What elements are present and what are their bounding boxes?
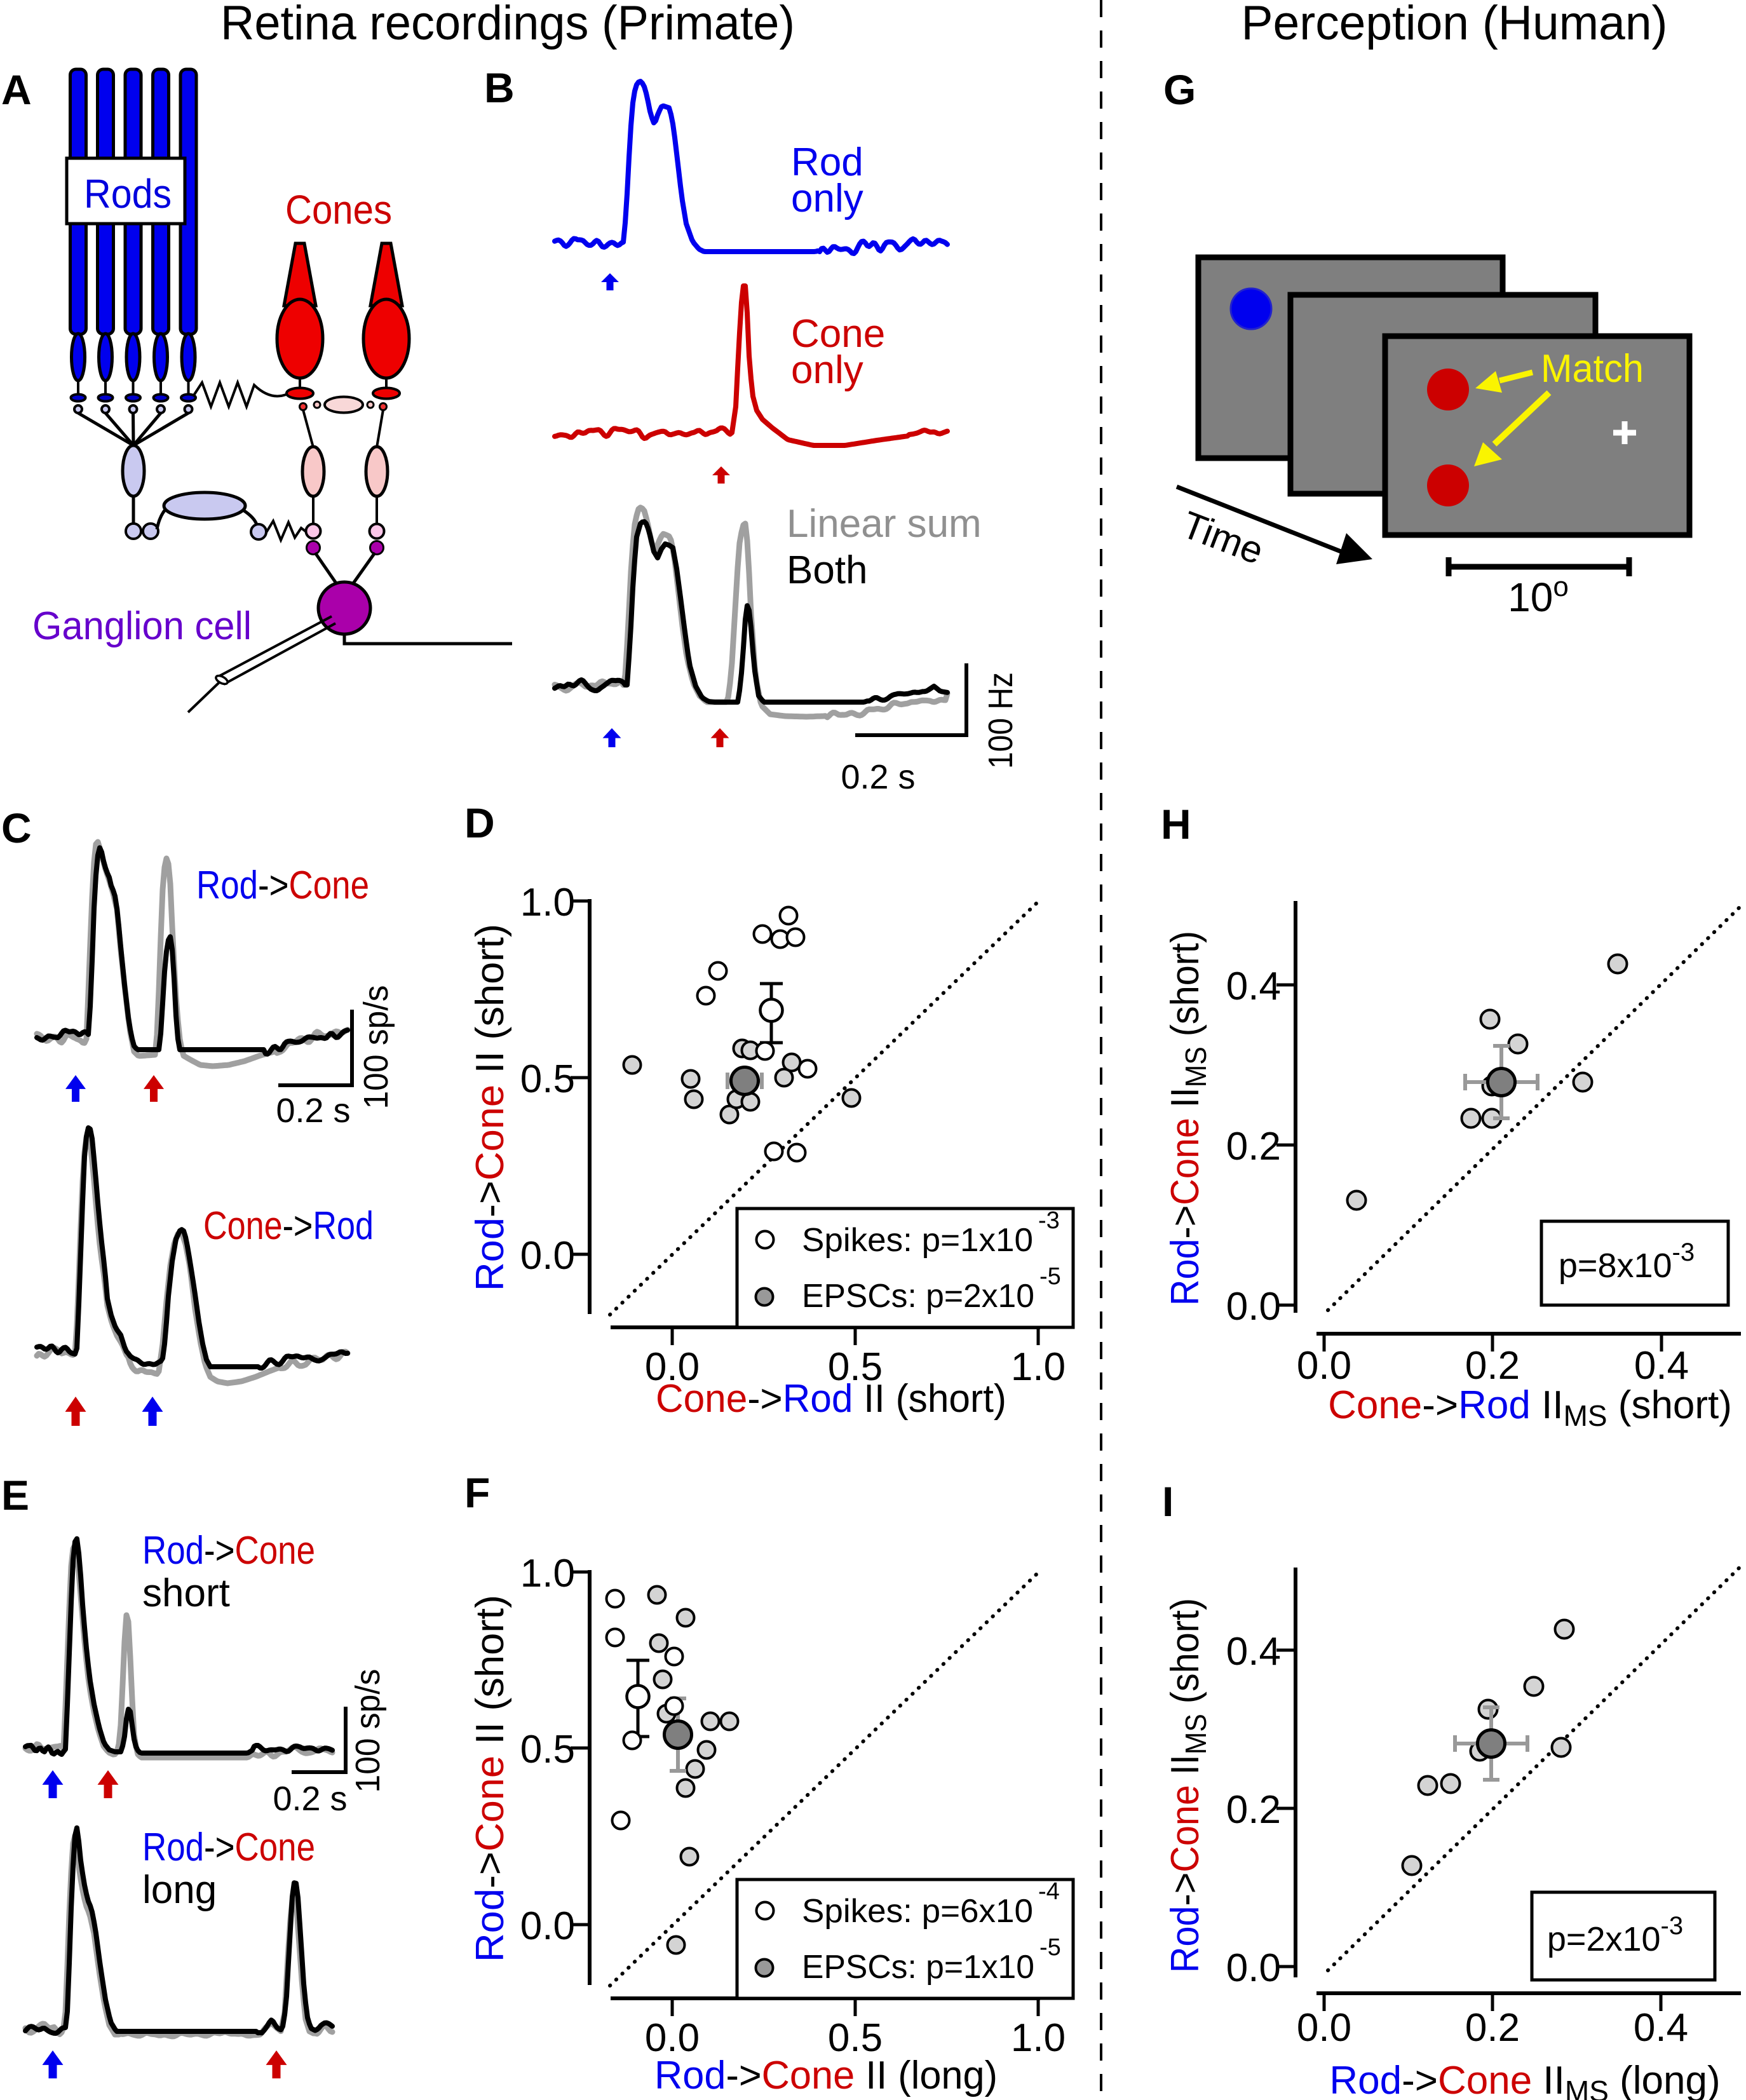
svg-text:0.2 s: 0.2 s	[841, 758, 915, 796]
svg-text:10o: 10o	[1508, 571, 1569, 620]
svg-text:0.5: 0.5	[828, 2016, 883, 2060]
svg-text:0.0: 0.0	[520, 1904, 575, 1948]
svg-text:0.4: 0.4	[1226, 965, 1281, 1008]
svg-text:Perception (Human): Perception (Human)	[1242, 0, 1668, 50]
svg-text:100 sp/s: 100 sp/s	[349, 1669, 387, 1793]
svg-text:0.2: 0.2	[1465, 1344, 1520, 1388]
svg-text:1.0: 1.0	[1011, 2016, 1066, 2060]
svg-text:0.5: 0.5	[520, 1728, 575, 1771]
svg-text:-4: -4	[1038, 1878, 1060, 1905]
svg-text:Spikes: p=1x10: Spikes: p=1x10	[802, 1222, 1033, 1259]
svg-text:Cones: Cones	[285, 187, 392, 233]
svg-text:Rod->Cone IIMS (short): Rod->Cone IIMS (short)	[1163, 1598, 1212, 1973]
svg-text:F: F	[464, 1469, 490, 1516]
svg-text:Rods: Rods	[84, 171, 172, 217]
svg-text:0.2: 0.2	[1465, 2006, 1520, 2050]
svg-text:Rod->Cone II (long): Rod->Cone II (long)	[654, 2054, 998, 2097]
svg-text:-5: -5	[1039, 1263, 1061, 1290]
svg-text:0.2: 0.2	[1226, 1788, 1281, 1832]
svg-text:short: short	[142, 1571, 230, 1615]
svg-text:0.2: 0.2	[1226, 1125, 1281, 1169]
svg-text:EPSCs: p=1x10: EPSCs: p=1x10	[802, 1949, 1034, 1986]
svg-text:1.0: 1.0	[520, 881, 575, 925]
svg-text:only: only	[791, 177, 863, 220]
svg-text:Cone->Rod IIMS (short): Cone->Rod IIMS (short)	[1328, 1383, 1732, 1432]
svg-text:Retina recordings (Primate): Retina recordings (Primate)	[220, 0, 795, 50]
svg-text:long: long	[142, 1868, 217, 1912]
svg-text:100 sp/s: 100 sp/s	[357, 986, 395, 1109]
svg-text:G: G	[1163, 66, 1196, 113]
svg-text:Rod->Cone IIMS (long): Rod->Cone IIMS (long)	[1329, 2059, 1720, 2100]
svg-text:Cone->Rod II (short): Cone->Rod II (short)	[656, 1377, 1006, 1421]
svg-text:0.0: 0.0	[1297, 2006, 1351, 2050]
svg-text:0.5: 0.5	[520, 1057, 575, 1101]
svg-text:Time: Time	[1176, 503, 1269, 573]
svg-text:Linear sum: Linear sum	[787, 502, 982, 546]
svg-text:0.2 s: 0.2 s	[273, 1780, 347, 1818]
svg-text:Rod->Cone: Rod->Cone	[142, 1529, 315, 1573]
svg-text:0.4: 0.4	[1226, 1630, 1281, 1674]
svg-text:0.0: 0.0	[645, 1345, 700, 1389]
svg-text:p=2x10-3: p=2x10-3	[1547, 1912, 1683, 1958]
svg-text:Both: Both	[787, 548, 868, 592]
svg-text:Cone->Rod: Cone->Rod	[203, 1204, 374, 1248]
svg-text:1.0: 1.0	[520, 1552, 575, 1595]
svg-text:0.2 s: 0.2 s	[276, 1092, 350, 1130]
svg-text:0.4: 0.4	[1634, 1344, 1689, 1388]
svg-text:EPSCs: p=2x10: EPSCs: p=2x10	[802, 1278, 1034, 1315]
svg-text:0.0: 0.0	[1226, 1285, 1281, 1329]
svg-text:0.0: 0.0	[645, 2016, 700, 2060]
svg-text:D: D	[464, 799, 495, 846]
svg-text:H: H	[1161, 801, 1191, 848]
svg-text:only: only	[791, 348, 863, 392]
svg-text:Rod->Cone II (short): Rod->Cone II (short)	[468, 924, 512, 1291]
svg-text:C: C	[1, 804, 32, 851]
svg-text:-3: -3	[1038, 1207, 1060, 1234]
svg-text:E: E	[1, 1472, 29, 1519]
svg-text:p=8x10-3: p=8x10-3	[1559, 1238, 1695, 1285]
svg-text:Match: Match	[1541, 347, 1644, 391]
svg-text:0.4: 0.4	[1634, 2006, 1688, 2050]
svg-text:Rod->Cone II (short): Rod->Cone II (short)	[468, 1595, 512, 1962]
svg-text:I: I	[1162, 1478, 1174, 1525]
svg-text:100 Hz: 100 Hz	[982, 672, 1020, 769]
svg-text:Rod->Cone: Rod->Cone	[196, 864, 369, 907]
svg-text:1.0: 1.0	[1011, 1345, 1066, 1389]
svg-text:Rod: Rod	[791, 140, 863, 184]
svg-text:Rod->Cone IIMS (short): Rod->Cone IIMS (short)	[1163, 931, 1212, 1306]
svg-text:-5: -5	[1039, 1934, 1061, 1961]
svg-text:0.0: 0.0	[1226, 1946, 1281, 1990]
svg-text:0.0: 0.0	[520, 1234, 575, 1278]
svg-text:0.0: 0.0	[1297, 1344, 1351, 1388]
svg-text:Rod->Cone: Rod->Cone	[142, 1826, 315, 1869]
svg-text:Spikes: p=6x10: Spikes: p=6x10	[802, 1893, 1033, 1930]
svg-text:A: A	[1, 66, 32, 113]
svg-text:Ganglion cell: Ganglion cell	[32, 604, 252, 648]
svg-text:Cone: Cone	[791, 312, 885, 356]
svg-text:B: B	[484, 64, 515, 111]
svg-text:0.5: 0.5	[828, 1345, 883, 1389]
